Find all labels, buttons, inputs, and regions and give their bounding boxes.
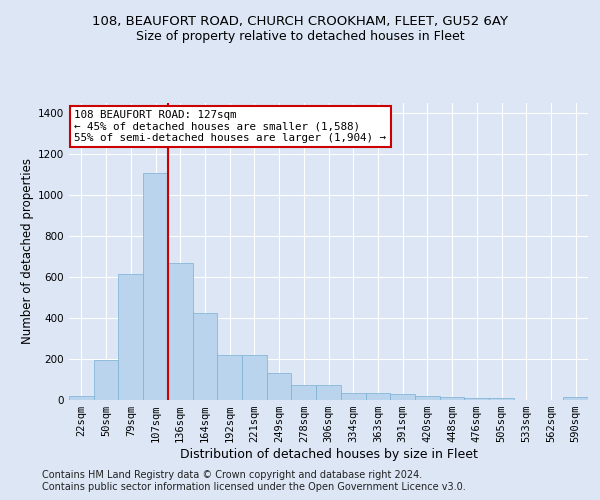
- Bar: [193, 313, 217, 400]
- Text: Contains public sector information licensed under the Open Government Licence v3: Contains public sector information licen…: [42, 482, 466, 492]
- Text: 108 BEAUFORT ROAD: 127sqm
← 45% of detached houses are smaller (1,588)
55% of se: 108 BEAUFORT ROAD: 127sqm ← 45% of detac…: [74, 110, 386, 143]
- Bar: [464, 398, 489, 400]
- Y-axis label: Number of detached properties: Number of detached properties: [21, 158, 34, 344]
- Bar: [440, 397, 464, 400]
- Bar: [242, 356, 267, 400]
- Bar: [489, 398, 514, 400]
- Bar: [341, 393, 365, 400]
- X-axis label: Distribution of detached houses by size in Fleet: Distribution of detached houses by size …: [179, 448, 478, 461]
- Text: Size of property relative to detached houses in Fleet: Size of property relative to detached ho…: [136, 30, 464, 43]
- Bar: [267, 374, 292, 400]
- Bar: [69, 396, 94, 400]
- Text: Contains HM Land Registry data © Crown copyright and database right 2024.: Contains HM Land Registry data © Crown c…: [42, 470, 422, 480]
- Bar: [390, 394, 415, 400]
- Bar: [168, 262, 193, 400]
- Bar: [118, 274, 143, 400]
- Bar: [563, 398, 588, 400]
- Text: 108, BEAUFORT ROAD, CHURCH CROOKHAM, FLEET, GU52 6AY: 108, BEAUFORT ROAD, CHURCH CROOKHAM, FLE…: [92, 15, 508, 28]
- Bar: [365, 393, 390, 400]
- Bar: [143, 174, 168, 400]
- Bar: [292, 385, 316, 400]
- Bar: [316, 385, 341, 400]
- Bar: [94, 360, 118, 400]
- Bar: [217, 356, 242, 400]
- Bar: [415, 396, 440, 400]
